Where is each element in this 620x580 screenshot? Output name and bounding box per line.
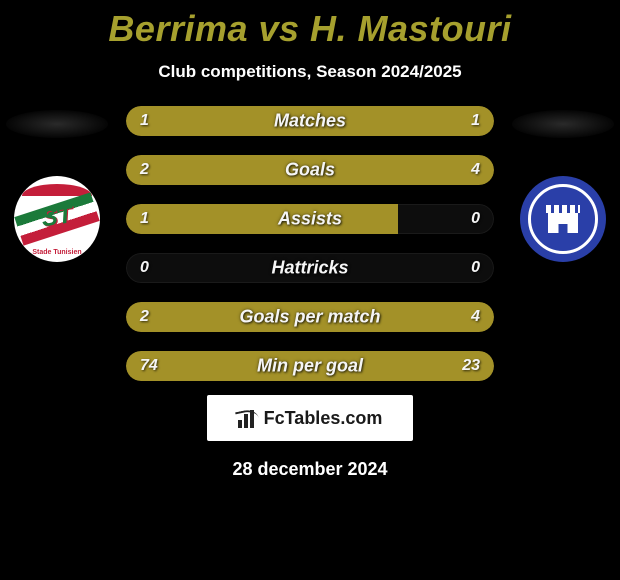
stat-value-left: 2: [140, 308, 149, 326]
stat-label: Min per goal: [257, 356, 363, 377]
stat-value-right: 0: [471, 210, 480, 228]
left-club-name: Stade Tunisien: [32, 249, 81, 256]
left-club-badge-art: ST Stade Tunisien: [14, 176, 100, 262]
stat-value-left: 0: [140, 259, 149, 277]
footer-date: 28 december 2024: [232, 459, 387, 480]
right-column: [512, 106, 614, 262]
chart-icon: [238, 408, 260, 428]
stat-row: 2 Goals 4: [126, 155, 494, 185]
stat-value-left: 74: [140, 357, 158, 375]
player-silhouette-right: [512, 110, 614, 138]
left-club-code: ST: [40, 201, 74, 233]
branding-text: FcTables.com: [264, 408, 383, 429]
stat-label: Goals per match: [239, 307, 380, 328]
player-silhouette-left: [6, 110, 108, 138]
stat-value-right: 1: [471, 112, 480, 130]
stat-value-left: 1: [140, 112, 149, 130]
left-club-badge: ST Stade Tunisien: [14, 176, 100, 262]
stat-label: Assists: [278, 209, 342, 230]
stat-fill-left: [126, 204, 398, 234]
stat-row: 1 Matches 1: [126, 106, 494, 136]
right-club-badge-art: [528, 184, 598, 254]
stat-row: 0 Hattricks 0: [126, 253, 494, 283]
stat-value-right: 4: [471, 308, 480, 326]
title: Berrima vs H. Mastouri: [108, 8, 511, 50]
stat-label: Hattricks: [271, 258, 348, 279]
stat-value-right: 0: [471, 259, 480, 277]
right-club-badge: [520, 176, 606, 262]
stat-value-left: 2: [140, 161, 149, 179]
stat-value-right: 23: [462, 357, 480, 375]
stat-value-left: 1: [140, 210, 149, 228]
stat-bars: 1 Matches 1 2 Goals 4 1 Assists 0 0 Hattricks 0 2 Goa…: [126, 106, 494, 381]
stat-row: 2 Goals per match 4: [126, 302, 494, 332]
comparison-card: Berrima vs H. Mastouri Club competitions…: [0, 0, 620, 580]
stat-row: 1 Assists 0: [126, 204, 494, 234]
branding-badge: FcTables.com: [207, 395, 413, 441]
stat-value-right: 4: [471, 161, 480, 179]
stat-row: 74 Min per goal 23: [126, 351, 494, 381]
subtitle: Club competitions, Season 2024/2025: [158, 62, 461, 82]
main-area: ST Stade Tunisien 1 Matches 1 2 Goals 4 1 Assis…: [0, 106, 620, 381]
stat-label: Matches: [274, 111, 346, 132]
stat-label: Goals: [285, 160, 335, 181]
left-column: ST Stade Tunisien: [6, 106, 108, 262]
